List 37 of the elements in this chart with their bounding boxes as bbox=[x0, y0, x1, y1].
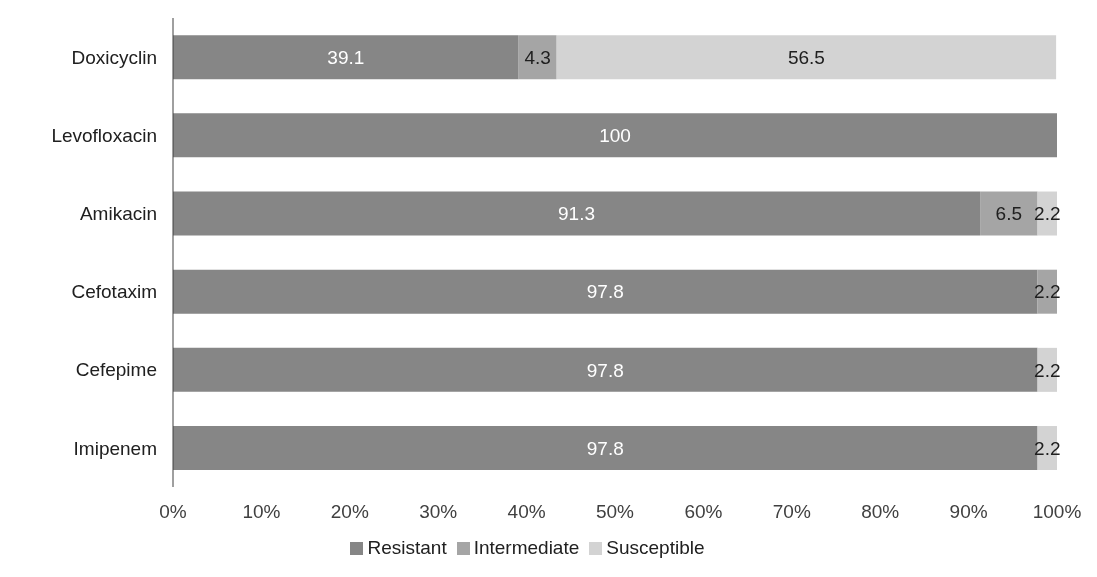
data-label: 39.1 bbox=[327, 46, 365, 68]
bar bbox=[173, 35, 519, 80]
y-tick-label: Imipenem bbox=[73, 437, 157, 459]
x-tick-label: 90% bbox=[949, 501, 988, 523]
x-tick-label: 30% bbox=[419, 501, 458, 523]
legend-label: Resistant bbox=[367, 537, 447, 558]
bar bbox=[173, 191, 981, 236]
y-tick-label: Doxicyclin bbox=[71, 46, 157, 68]
data-label: 91.3 bbox=[558, 203, 596, 225]
x-tick-label: 70% bbox=[772, 501, 811, 523]
data-label: 2.2 bbox=[1034, 203, 1061, 225]
bar bbox=[556, 35, 1057, 80]
data-label: 2.2 bbox=[1034, 359, 1061, 381]
data-label: 6.5 bbox=[995, 203, 1023, 225]
x-tick-label: 50% bbox=[595, 501, 635, 523]
y-tick-label: Cefepime bbox=[75, 359, 157, 381]
y-tick-label: Levofloxacin bbox=[51, 124, 157, 146]
data-label: 2.2 bbox=[1034, 437, 1061, 459]
x-tick-label: 10% bbox=[242, 501, 281, 523]
legend-label: Susceptible bbox=[606, 537, 705, 558]
data-label: 97.8 bbox=[586, 359, 624, 381]
y-tick-label: Amikacin bbox=[79, 203, 157, 225]
bar bbox=[518, 35, 557, 80]
y-tick-label: Cefotaxim bbox=[71, 281, 157, 303]
data-label: 100 bbox=[599, 125, 631, 147]
data-label: 97.8 bbox=[586, 281, 624, 303]
data-label: 56.5 bbox=[787, 46, 825, 68]
data-label: 4.3 bbox=[524, 46, 551, 68]
bar bbox=[173, 113, 1057, 158]
data-label: 97.8 bbox=[586, 437, 624, 459]
x-tick-label: 20% bbox=[330, 501, 369, 523]
x-tick-label: 100% bbox=[1032, 501, 1082, 523]
x-tick-label: 0% bbox=[159, 501, 187, 523]
x-tick-label: 60% bbox=[684, 501, 723, 523]
x-tick-label: 80% bbox=[861, 501, 900, 523]
x-tick-label: 40% bbox=[507, 501, 546, 523]
legend-label: Intermediate bbox=[473, 537, 580, 558]
